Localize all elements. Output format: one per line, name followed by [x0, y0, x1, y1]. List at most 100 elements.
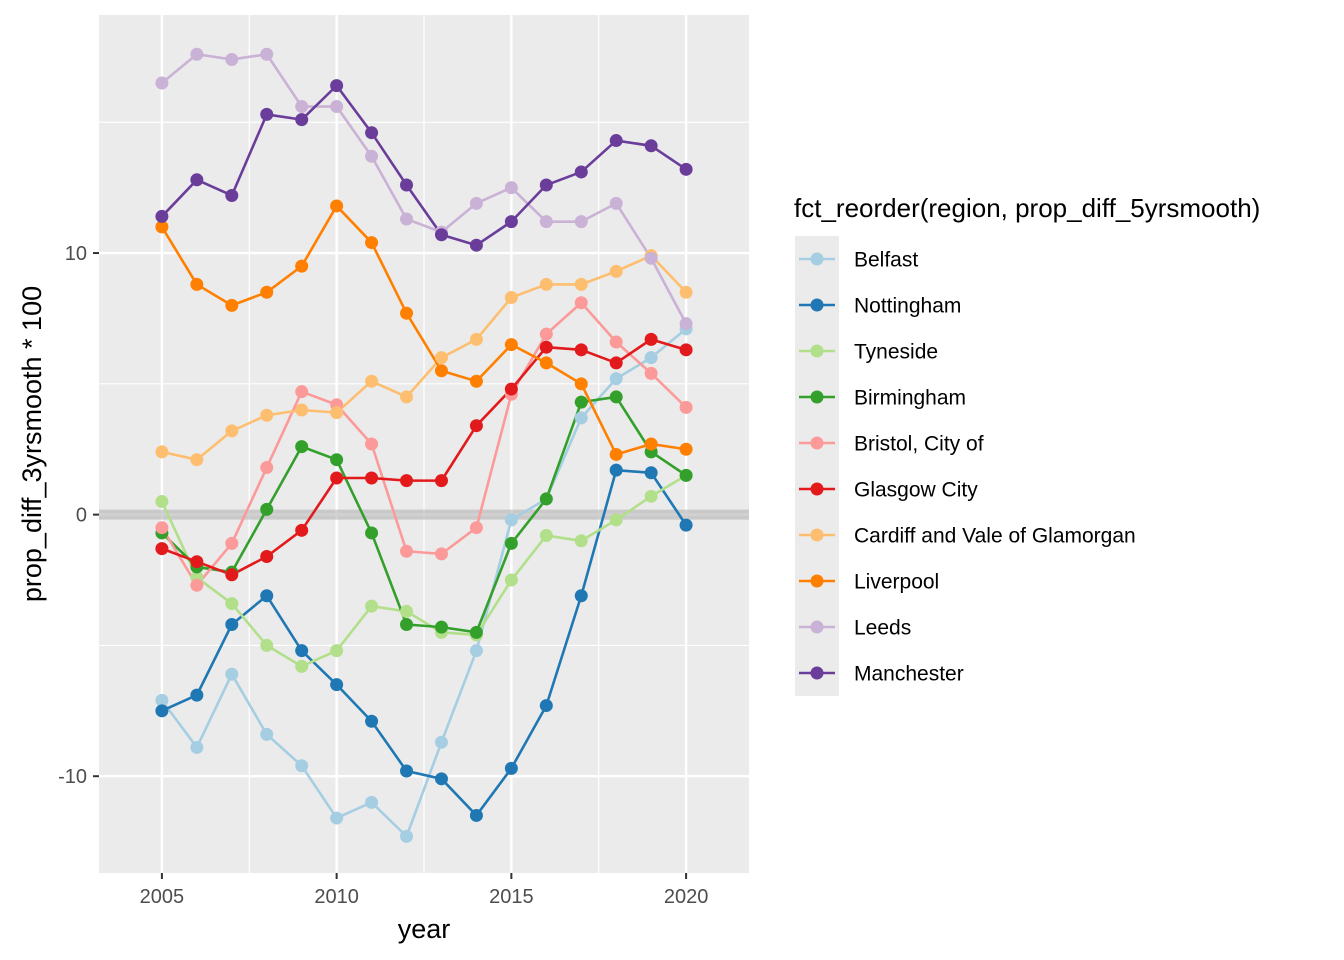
- data-point-liverpool: [400, 306, 414, 320]
- data-point-cardiff-and-vale-of-glamorgan: [225, 424, 239, 438]
- data-point-leeds: [295, 100, 309, 114]
- legend-key-point-bristol-city-of: [810, 436, 824, 450]
- series-line-manchester: [160, 84, 687, 247]
- data-point-belfast: [190, 740, 204, 754]
- data-point-manchester: [330, 79, 344, 93]
- data-point-manchester: [644, 139, 658, 153]
- data-point-leeds: [539, 215, 553, 229]
- legend-label-liverpool: Liverpool: [854, 571, 939, 594]
- data-point-nottingham: [539, 699, 553, 713]
- data-point-bristol-city-of: [609, 335, 623, 349]
- data-point-liverpool: [504, 338, 518, 352]
- series-line-liverpool: [160, 204, 687, 456]
- data-point-manchester: [434, 228, 448, 242]
- data-point-manchester: [155, 209, 169, 223]
- x-axis-title: year: [398, 914, 451, 944]
- y-tick-label: -10: [58, 766, 87, 788]
- data-point-glasgow-city: [644, 332, 658, 346]
- data-point-liverpool: [574, 377, 588, 391]
- data-point-liverpool: [190, 277, 204, 291]
- data-point-manchester: [260, 107, 274, 121]
- data-point-glasgow-city: [609, 356, 623, 370]
- data-point-cardiff-and-vale-of-glamorgan: [400, 390, 414, 404]
- data-point-birmingham: [609, 390, 623, 404]
- data-point-leeds: [679, 317, 693, 331]
- data-point-birmingham: [260, 502, 274, 516]
- data-point-cardiff-and-vale-of-glamorgan: [469, 332, 483, 346]
- data-point-liverpool: [469, 374, 483, 388]
- data-point-manchester: [365, 126, 379, 140]
- legend-key-point-leeds: [810, 620, 824, 634]
- data-point-birmingham: [434, 620, 448, 634]
- data-point-nottingham: [469, 808, 483, 822]
- data-point-belfast: [644, 351, 658, 365]
- x-tick-label: 2010: [314, 886, 359, 908]
- data-point-nottingham: [679, 518, 693, 532]
- data-point-leeds: [644, 251, 658, 265]
- data-point-cardiff-and-vale-of-glamorgan: [539, 277, 553, 291]
- data-point-liverpool: [225, 298, 239, 312]
- data-point-tyneside: [365, 599, 379, 613]
- data-point-bristol-city-of: [539, 327, 553, 341]
- series-line-nottingham: [161, 468, 688, 817]
- data-point-liverpool: [365, 236, 379, 250]
- data-point-belfast: [574, 411, 588, 425]
- series-line-cardiff-and-vale-of-glamorgan: [161, 254, 688, 461]
- data-point-cardiff-and-vale-of-glamorgan: [190, 453, 204, 467]
- x-tick-label: 2015: [489, 886, 534, 908]
- data-point-tyneside: [504, 573, 518, 587]
- legend-label-bristol-city-of: Bristol, City of: [854, 433, 984, 456]
- data-point-cardiff-and-vale-of-glamorgan: [574, 277, 588, 291]
- data-point-belfast: [155, 693, 169, 707]
- legend-key-point-liverpool: [810, 574, 824, 588]
- series-line-bristol-city-of: [160, 301, 688, 587]
- data-point-bristol-city-of: [469, 521, 483, 535]
- x-axis: 2005 2010 2015 2020: [140, 873, 708, 908]
- data-point-leeds: [609, 196, 623, 210]
- data-point-glasgow-city: [504, 382, 518, 396]
- data-point-tyneside: [155, 495, 169, 509]
- data-point-bristol-city-of: [190, 578, 204, 592]
- data-point-glasgow-city: [225, 568, 239, 582]
- data-point-tyneside: [260, 638, 274, 652]
- data-point-leeds: [330, 100, 344, 114]
- data-point-birmingham: [679, 468, 693, 482]
- data-point-cardiff-and-vale-of-glamorgan: [260, 408, 274, 422]
- data-point-bristol-city-of: [574, 296, 588, 310]
- series-lines: [160, 52, 688, 838]
- data-point-liverpool: [434, 364, 448, 378]
- data-point-bristol-city-of: [679, 400, 693, 414]
- data-point-nottingham: [609, 463, 623, 477]
- legend-label-cardiff-and-vale-of-glamorgan: Cardiff and Vale of Glamorgan: [854, 525, 1136, 548]
- data-point-belfast: [260, 727, 274, 741]
- data-point-glasgow-city: [260, 549, 274, 563]
- data-point-bristol-city-of: [225, 536, 239, 550]
- data-point-nottingham: [155, 704, 169, 718]
- legend-title: fct_reorder(region, prop_diff_5yrsmooth): [794, 193, 1260, 223]
- data-point-birmingham: [365, 526, 379, 540]
- data-point-belfast: [225, 667, 239, 681]
- data-point-nottingham: [190, 688, 204, 702]
- data-point-liverpool: [330, 199, 344, 213]
- y-axis-title: prop_diff_3yrsmooth * 100: [17, 286, 47, 602]
- data-point-glasgow-city: [365, 471, 379, 485]
- legend-key-point-nottingham: [810, 298, 824, 312]
- data-point-leeds: [225, 52, 239, 66]
- data-point-bristol-city-of: [365, 437, 379, 451]
- data-point-cardiff-and-vale-of-glamorgan: [295, 403, 309, 417]
- data-point-cardiff-and-vale-of-glamorgan: [679, 285, 693, 299]
- data-point-cardiff-and-vale-of-glamorgan: [434, 351, 448, 365]
- x-tick-label: 2005: [140, 886, 185, 908]
- legend-label-birmingham: Birmingham: [854, 387, 966, 410]
- data-point-glasgow-city: [539, 340, 553, 354]
- data-point-belfast: [469, 644, 483, 658]
- legend-key-point-belfast: [810, 252, 824, 266]
- data-point-cardiff-and-vale-of-glamorgan: [365, 374, 379, 388]
- y-tick-label: 10: [65, 243, 87, 265]
- legend-key-point-birmingham: [810, 390, 824, 404]
- data-point-liverpool: [679, 442, 693, 456]
- legend: Belfast Nottingham Tyneside Birmingham Brist…: [795, 236, 1136, 696]
- data-point-manchester: [295, 113, 309, 127]
- data-point-manchester: [400, 178, 414, 192]
